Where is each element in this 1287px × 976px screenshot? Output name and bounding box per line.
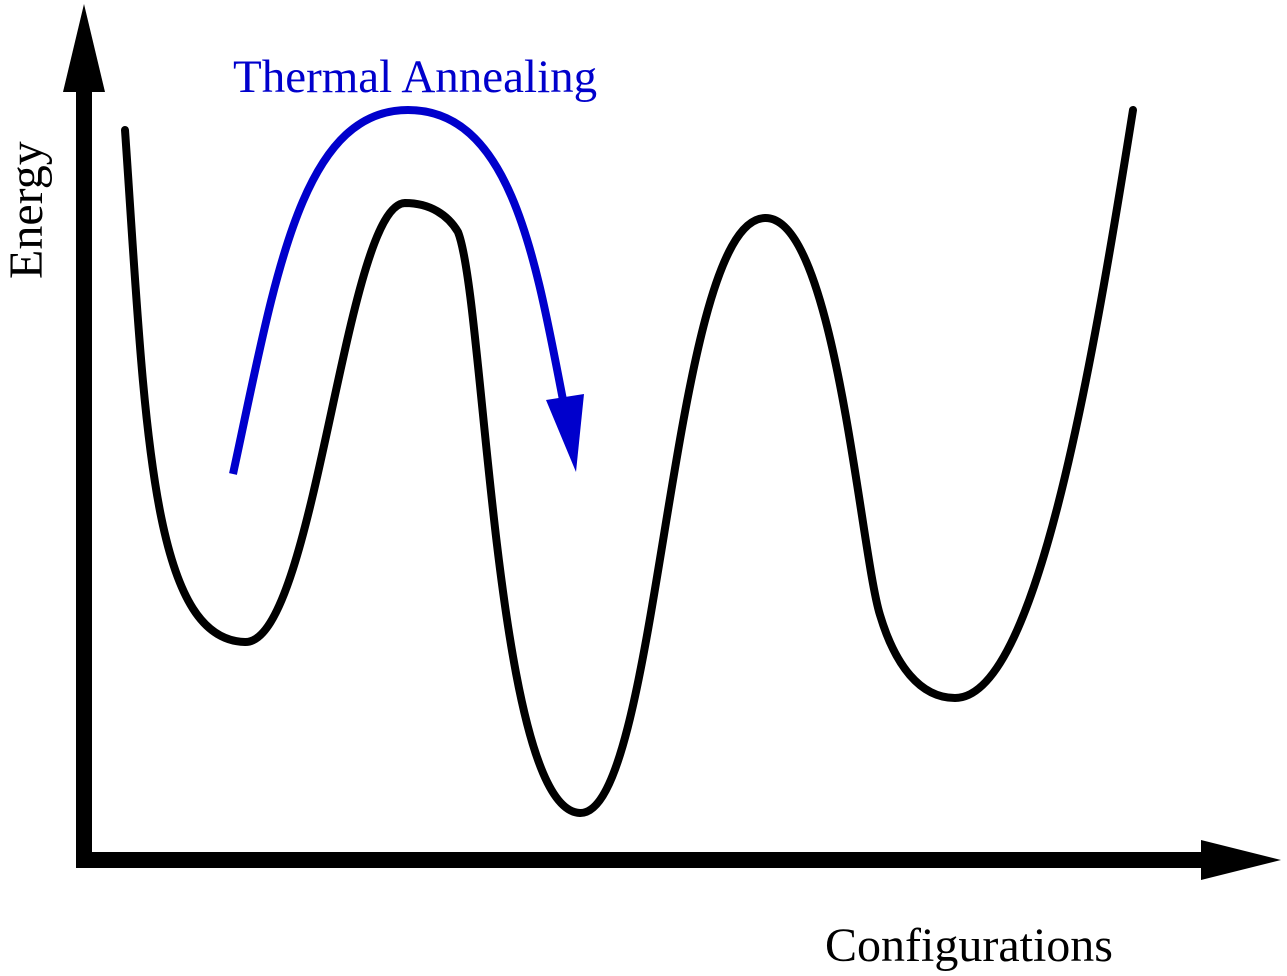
annealing-arrowhead	[546, 394, 584, 472]
thermal-annealing-label: Thermal Annealing	[233, 51, 597, 103]
energy-curve	[121, 106, 1137, 818]
y-axis-arrowhead	[63, 4, 105, 92]
annealing-arrow-path	[229, 105, 567, 475]
x-axis-arrowhead	[1201, 840, 1281, 880]
x-axis-label: Configurations	[825, 919, 1113, 972]
y-axis-label: Energy	[0, 141, 53, 279]
